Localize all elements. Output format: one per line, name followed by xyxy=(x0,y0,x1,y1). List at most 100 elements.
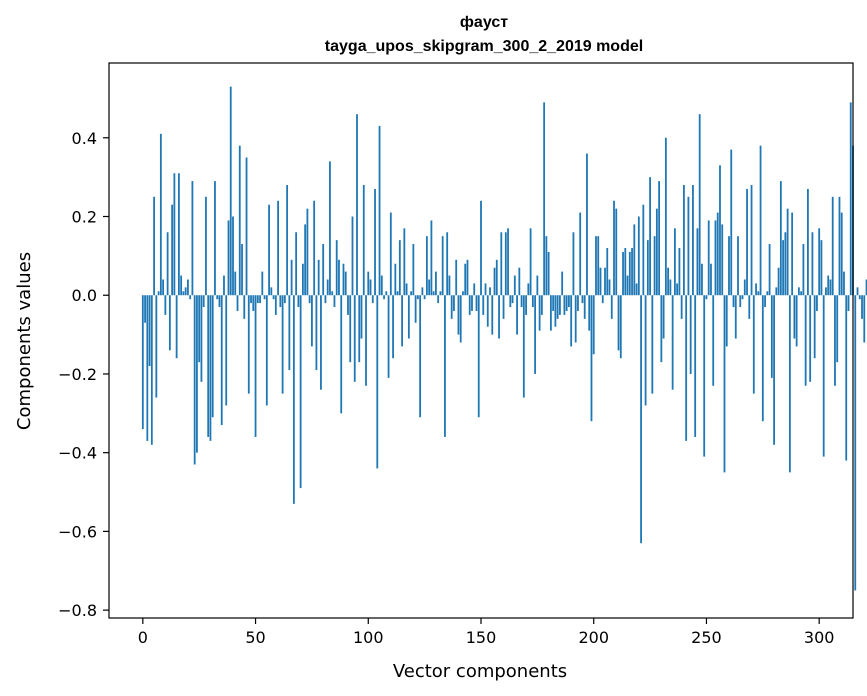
bar xyxy=(405,283,408,296)
x-tick-label: 50 xyxy=(245,628,265,647)
bar xyxy=(500,232,503,296)
bar xyxy=(274,295,277,315)
bar xyxy=(220,295,223,426)
bar xyxy=(836,295,839,363)
y-tick-label: 0.2 xyxy=(72,208,97,227)
bar xyxy=(376,295,379,469)
bar xyxy=(516,295,518,335)
bar xyxy=(196,295,198,453)
bar xyxy=(782,240,785,296)
bar xyxy=(804,295,807,386)
bar xyxy=(335,240,338,296)
bar xyxy=(692,185,694,296)
bar xyxy=(498,295,500,339)
bar xyxy=(615,208,618,296)
bar xyxy=(766,291,769,296)
bar xyxy=(486,295,489,327)
bar xyxy=(425,236,428,296)
bar xyxy=(797,287,800,296)
bar xyxy=(628,251,631,296)
bar xyxy=(543,102,546,296)
bar xyxy=(295,232,298,296)
bar xyxy=(292,295,295,504)
bar xyxy=(407,295,410,339)
bar xyxy=(412,244,415,296)
x-tick-label: 150 xyxy=(466,628,497,647)
bar xyxy=(459,295,462,343)
bar xyxy=(728,236,730,296)
bar xyxy=(374,188,376,296)
bar xyxy=(187,279,189,296)
bar xyxy=(225,295,228,406)
y-tick-label: −0.8 xyxy=(58,601,97,620)
x-axis-ticks: 0 50 100 150 200 250 300 xyxy=(138,618,834,647)
bar xyxy=(421,287,424,296)
bar xyxy=(148,295,151,367)
bar xyxy=(622,251,624,296)
bar xyxy=(775,287,778,296)
bar xyxy=(746,188,748,296)
x-tick-label: 0 xyxy=(138,628,148,647)
bar xyxy=(214,181,216,296)
x-tick-label: 100 xyxy=(353,628,384,647)
bar xyxy=(216,295,219,300)
bar xyxy=(658,181,661,296)
bar xyxy=(705,295,708,300)
bar xyxy=(617,295,620,351)
bar xyxy=(655,208,658,296)
bar xyxy=(608,279,611,296)
bar xyxy=(340,295,343,414)
bar xyxy=(861,295,863,319)
bar xyxy=(223,275,225,296)
bar xyxy=(360,295,363,339)
bar xyxy=(816,295,818,311)
bar xyxy=(509,295,512,308)
bar xyxy=(536,275,539,296)
bar xyxy=(331,291,334,296)
bar xyxy=(856,287,859,296)
bar xyxy=(757,291,760,296)
bar xyxy=(290,259,293,296)
bar xyxy=(540,295,543,315)
bar xyxy=(410,291,413,296)
bar xyxy=(820,240,823,296)
bar xyxy=(838,196,841,296)
bar xyxy=(324,295,327,304)
bar xyxy=(768,244,771,296)
bar xyxy=(631,248,633,296)
bar xyxy=(437,295,440,304)
bar xyxy=(279,295,282,308)
bar xyxy=(773,295,775,445)
bar xyxy=(604,267,606,296)
bar xyxy=(338,259,340,296)
bar xyxy=(800,291,803,296)
bar xyxy=(371,295,374,304)
bar xyxy=(703,295,706,457)
bar xyxy=(750,185,753,296)
bar xyxy=(687,196,690,296)
bar xyxy=(419,295,422,418)
y-tick-label: −0.6 xyxy=(58,522,97,541)
bar xyxy=(849,102,852,296)
bar xyxy=(482,295,485,315)
bar xyxy=(579,212,582,296)
bar xyxy=(164,295,167,315)
bar xyxy=(162,279,165,296)
bar xyxy=(725,295,728,347)
bar xyxy=(432,291,435,296)
bar xyxy=(171,204,174,296)
bar xyxy=(635,283,638,296)
bar xyxy=(320,295,322,390)
bar xyxy=(847,295,850,311)
bar xyxy=(545,236,548,296)
bar xyxy=(283,295,286,304)
bar xyxy=(761,295,764,422)
bar xyxy=(462,291,464,296)
bar xyxy=(238,145,241,296)
bar xyxy=(755,283,757,296)
bar xyxy=(513,275,516,296)
bar xyxy=(446,232,449,296)
bar xyxy=(256,295,259,304)
bar xyxy=(141,295,144,430)
